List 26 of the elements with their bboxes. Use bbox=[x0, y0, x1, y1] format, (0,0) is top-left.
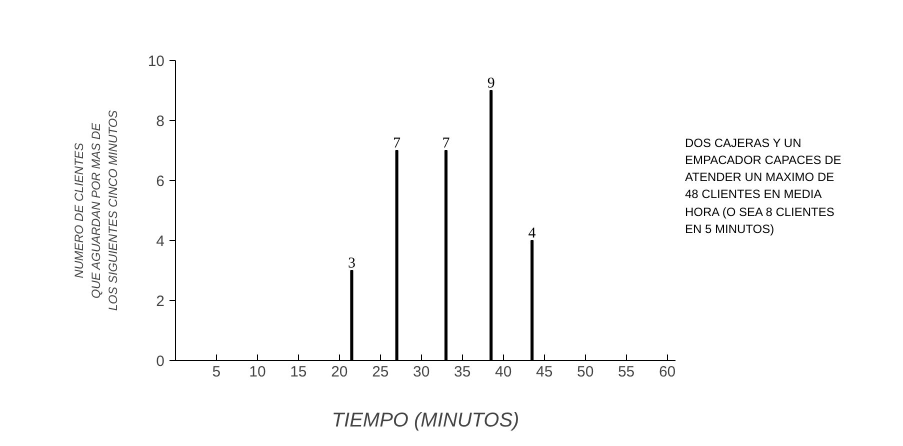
x-tick-label: 50 bbox=[576, 364, 594, 380]
data-label: 9 bbox=[487, 76, 495, 92]
text: DOS CAJERAS Y UN EMPACADOR CAPACES DE ATENDER UN MAXIMO DE 48 CLIENTES EN MEDIA HORA (O SEA 8 CLIENTES EN 5 MINUTOS) bbox=[685, 135, 842, 238]
x-tick-label: 5 bbox=[212, 364, 221, 380]
data-label: 7 bbox=[393, 136, 402, 152]
data-label: 3 bbox=[348, 256, 356, 272]
data-label: 4 bbox=[528, 226, 536, 242]
x-tick-label: 40 bbox=[495, 364, 512, 380]
x-tick-label: 20 bbox=[331, 364, 348, 380]
x-tick-label: 55 bbox=[618, 364, 635, 380]
y-tick-label: 0 bbox=[156, 353, 164, 370]
x-tick-label: 45 bbox=[536, 364, 553, 380]
y-axis-title: NUMERO DE CLIENTES QUE AGUARDAN POR MAS DE LOS SIGUIENTES CINCO MINUTOS bbox=[72, 110, 120, 311]
x-tick-label: 60 bbox=[658, 364, 676, 380]
x-tick-label: 35 bbox=[454, 364, 471, 380]
x-tick-label: 15 bbox=[290, 364, 307, 380]
x-tick-label: 10 bbox=[249, 364, 266, 380]
y-tick-label: 10 bbox=[148, 53, 165, 70]
y-tick-label: 8 bbox=[156, 113, 164, 130]
y-tick-label: 2 bbox=[156, 293, 164, 310]
x-tick-label: 25 bbox=[372, 364, 389, 380]
x-tick-label: 30 bbox=[413, 364, 430, 380]
data-label: 7 bbox=[442, 136, 450, 152]
y-tick-label: 4 bbox=[156, 233, 164, 250]
x-axis-title: TIEMPO (MINUTOS) bbox=[332, 410, 520, 432]
y-tick-label: 6 bbox=[156, 173, 164, 190]
